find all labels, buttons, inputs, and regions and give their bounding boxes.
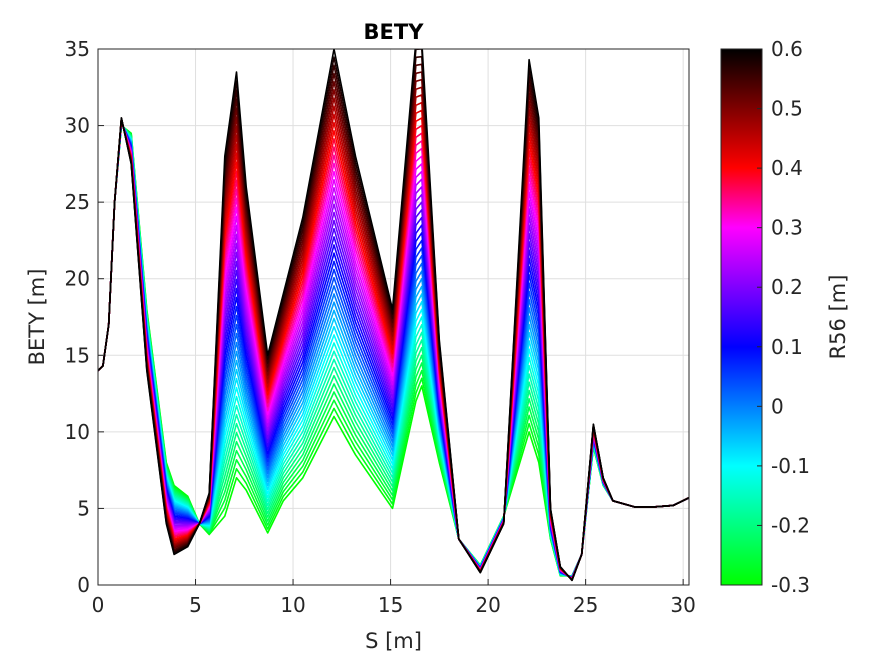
x-tick-label: 30 xyxy=(670,593,695,617)
x-axis-ticks: 0 5 10 15 20 25 30 xyxy=(92,579,696,617)
colorbar-tick-label: 0.4 xyxy=(771,156,803,180)
y-tick-label: 30 xyxy=(65,114,90,138)
colorbar-tick-label: 0.6 xyxy=(771,37,803,61)
series-group xyxy=(98,49,689,582)
colorbar-tick-label: -0.1 xyxy=(771,454,810,478)
chart-title: BETY xyxy=(364,20,425,44)
colorbar-ticks: -0.3 -0.2 -0.1 0 0.1 0.2 0.3 0.4 0.5 0.6 xyxy=(757,37,810,597)
y-tick-label: 10 xyxy=(65,420,90,444)
y-tick-label: 5 xyxy=(77,496,90,520)
x-tick-label: 0 xyxy=(92,593,105,617)
colorbar-tick-label: -0.3 xyxy=(771,573,810,597)
x-tick-label: 10 xyxy=(280,593,305,617)
y-tick-label: 20 xyxy=(65,267,90,291)
colorbar-tick-label: 0.5 xyxy=(771,97,803,121)
colorbar-tick-label: 0.2 xyxy=(771,275,803,299)
colorbar-tick-label: -0.2 xyxy=(771,513,810,537)
y-axis-ticks: 0 5 10 15 20 25 30 35 xyxy=(65,37,104,597)
colorbar xyxy=(720,48,763,586)
colorbar-label: R56 [m] xyxy=(826,275,850,360)
colorbar-tick-label: 0 xyxy=(771,394,784,418)
y-tick-label: 35 xyxy=(65,37,90,61)
colorbar-tick-label: 0.1 xyxy=(771,335,803,359)
x-tick-label: 25 xyxy=(573,593,598,617)
x-tick-label: 5 xyxy=(189,593,202,617)
x-tick-label: 20 xyxy=(475,593,500,617)
y-tick-label: 25 xyxy=(65,190,90,214)
x-tick-label: 15 xyxy=(378,593,403,617)
axes-box xyxy=(97,48,690,586)
y-tick-label: 0 xyxy=(77,573,90,597)
series-line xyxy=(98,49,689,582)
y-axis-label: BETY [m] xyxy=(25,269,49,366)
y-tick-label: 15 xyxy=(65,343,90,367)
colorbar-tick-label: 0.3 xyxy=(771,216,803,240)
x-axis-label: S [m] xyxy=(365,629,422,653)
